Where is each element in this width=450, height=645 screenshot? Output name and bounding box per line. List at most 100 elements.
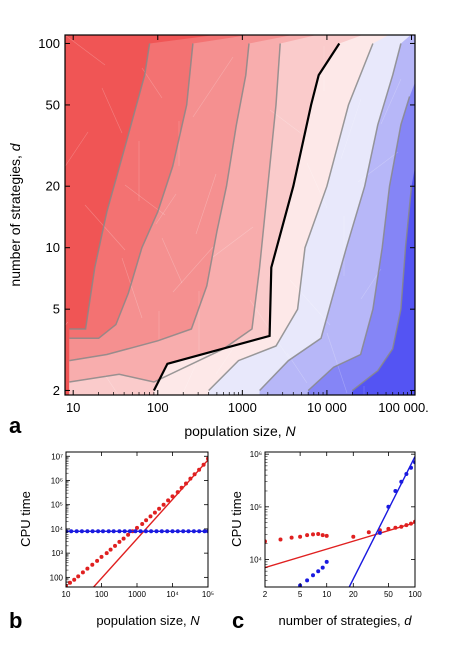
red-data-point	[201, 462, 206, 467]
mesh-line	[65, 35, 106, 66]
y-tick-label: 10⁶	[250, 450, 262, 459]
x-tick-label: 10⁵	[202, 590, 214, 599]
blue-data-point	[197, 529, 202, 534]
red-data-point	[90, 562, 95, 567]
y-tick-label: 10⁴	[250, 555, 263, 564]
blue-data-point	[127, 529, 132, 534]
mesh-line	[326, 332, 348, 394]
red-data-point	[386, 526, 391, 531]
mesh-line	[340, 98, 362, 160]
blue-data-point	[79, 529, 84, 534]
blue-data-point	[117, 529, 122, 534]
mesh-line	[192, 56, 234, 118]
red-data-point	[104, 551, 109, 556]
mesh-line	[195, 173, 217, 235]
red-data-point	[188, 476, 193, 481]
x-tick-label: 5	[298, 590, 303, 599]
red-data-point	[399, 524, 404, 529]
red-data-point	[393, 525, 398, 530]
blue-data-point	[181, 529, 186, 534]
red-data-point	[175, 490, 180, 495]
zero-contour-line	[152, 42, 341, 391]
blue-data-point	[138, 529, 143, 534]
blue-data-point	[159, 529, 164, 534]
red-data-point	[298, 534, 303, 539]
y-tick-label: 5	[53, 302, 60, 317]
x-tick-label: 100 000.	[378, 400, 429, 415]
blue-data-point	[90, 529, 95, 534]
red-data-point	[95, 558, 100, 563]
blue-data-point	[165, 529, 170, 534]
red-data-point	[316, 532, 321, 536]
y-ticks: 100 10³ 10⁴ 10⁵ 10⁶ 10⁷	[50, 452, 208, 588]
red-data-point	[404, 523, 409, 528]
blue-data-point	[96, 529, 101, 534]
red-data-point	[170, 494, 175, 499]
mesh-line	[269, 109, 311, 141]
red-data-point	[72, 577, 77, 582]
x-axis-label-text: population size,	[184, 423, 285, 439]
red-data-point	[80, 570, 85, 575]
blue-data-point	[133, 529, 138, 534]
heatmap-field	[65, 35, 415, 395]
red-data-point	[324, 533, 329, 538]
blue-data-point	[191, 529, 196, 534]
mesh-line	[172, 246, 214, 293]
panel-c: 2 5 10 20 50 100 10⁴ 10⁵ 10⁶ CPU time number of…	[229, 450, 422, 633]
y-tick-label: 10⁷	[51, 452, 63, 461]
red-data-point	[144, 518, 149, 523]
y-tick-label: 10⁶	[51, 476, 63, 485]
x-tick-label: 100	[408, 590, 422, 599]
red-fit-line	[93, 459, 208, 587]
mesh-line	[357, 151, 399, 183]
blue-data-point	[122, 529, 127, 534]
heatmap-band	[308, 82, 415, 395]
red-data-point	[140, 522, 145, 526]
contour-line	[69, 43, 250, 362]
red-data-point	[152, 510, 157, 515]
blue-data-point	[74, 529, 79, 534]
contour-line	[351, 186, 413, 392]
blue-data-point	[399, 479, 404, 484]
x-axis-label-var: d	[404, 613, 412, 628]
blue-data-point	[311, 573, 315, 578]
blue-data-point	[409, 465, 413, 470]
y-tick-label: 10⁴	[51, 525, 64, 534]
y-ticks: 2 5 10 20 50 100	[38, 36, 415, 398]
red-data-point	[126, 532, 131, 537]
blue-data-point	[393, 489, 398, 493]
contour-line	[208, 43, 374, 392]
y-axis-label: CPU time	[229, 491, 244, 547]
panel-a: 10 100 1000 10 000 100 000. 2 5 10 20 50 100 popu…	[7, 34, 429, 439]
contour-line	[69, 43, 194, 340]
x-tick-label: 10 000	[307, 400, 347, 415]
x-axis-label: population size, N	[96, 613, 200, 628]
mesh-line	[155, 193, 177, 225]
red-data-point	[85, 566, 90, 571]
x-tick-label: 20	[349, 590, 358, 599]
mesh-line	[65, 321, 69, 326]
red-data-point	[99, 554, 104, 559]
y-axis-label-text: number of strategies,	[7, 151, 23, 286]
y-tick-label: 2	[53, 383, 60, 398]
x-axis-label-text: number of strategies,	[279, 613, 405, 628]
blue-data-point	[101, 529, 105, 534]
mesh-line	[289, 279, 331, 326]
contour-line	[69, 43, 151, 330]
mesh-line	[306, 162, 328, 209]
mesh-line	[380, 78, 402, 125]
x-tick-label: 2	[263, 590, 268, 599]
x-axis-label-var: N	[190, 613, 200, 628]
y-ticks: 10⁴ 10⁵ 10⁶	[250, 450, 415, 588]
mesh-line	[286, 352, 308, 384]
plot-frame	[264, 451, 416, 588]
blue-data-point	[305, 578, 310, 583]
mesh-line	[212, 226, 254, 258]
blue-data-point	[316, 569, 321, 574]
blue-fit-line	[348, 456, 415, 587]
y-axis-label: CPU time	[18, 491, 33, 547]
blue-data-point	[186, 529, 191, 534]
panel-label-b: b	[9, 608, 22, 633]
red-data-point	[108, 547, 113, 552]
contour-line	[69, 43, 281, 383]
